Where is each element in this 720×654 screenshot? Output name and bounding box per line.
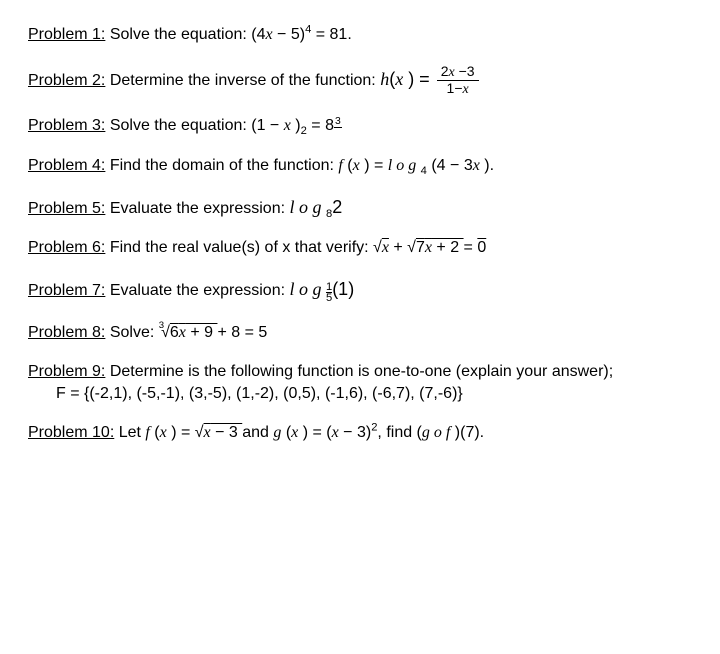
p7-text-a: Evaluate the expression:	[105, 282, 289, 299]
p8-root-idx: 3	[159, 320, 164, 331]
problem-5: Problem 5: Evaluate the expression: l o …	[28, 195, 692, 220]
p10-rad-b: − 3	[211, 424, 243, 441]
p3-exp: 3	[334, 117, 342, 127]
p3-exp-num: 3	[334, 117, 342, 127]
p6-rad: 7x + 2	[416, 239, 464, 256]
p10-text-i: )(7).	[450, 424, 484, 441]
p10-text-d: and	[242, 424, 273, 441]
p6-rad-b: + 2	[432, 239, 464, 256]
p10-rad: x − 3	[204, 424, 243, 441]
problem-8: Problem 8: Solve: 3√6x + 9 + 8 = 5	[28, 322, 692, 344]
p4-text-e: ).	[480, 157, 494, 174]
p5-text-a: Evaluate the expression:	[105, 200, 289, 217]
p6-rad-a: 7	[416, 239, 425, 256]
p4-text-a: Find the domain of the function:	[105, 157, 338, 174]
problem-6: Problem 6: Find the real value(s) of x t…	[28, 237, 692, 259]
p2-func: h	[380, 69, 389, 89]
problem-9-label: Problem 9:	[28, 363, 105, 380]
p3-var: x	[284, 117, 291, 134]
p3-text-c: = 8	[307, 117, 334, 134]
problem-7: Problem 7: Evaluate the expression: l o …	[28, 277, 692, 304]
problem-9: Problem 9: Determine is the following fu…	[28, 361, 692, 404]
p6-var: x	[382, 239, 389, 256]
p7-log: l o g	[289, 279, 321, 299]
p6-text-a: Find the real value(s) of x that verify:…	[105, 239, 381, 256]
problem-2: Problem 2: Determine the inverse of the …	[28, 64, 692, 98]
problem-4: Problem 4: Find the domain of the functi…	[28, 155, 692, 177]
p10-var1: x	[160, 424, 167, 441]
p2-num-b: −3	[455, 63, 475, 79]
p7-arg: (1)	[332, 279, 354, 299]
p5-text-b: 2	[332, 197, 342, 217]
p1-text-c: = 81.	[311, 26, 351, 43]
p4-var2: x	[473, 157, 480, 174]
p8-rad-var: x	[179, 324, 186, 341]
p10-text-f: ) = (	[298, 424, 331, 441]
p9-text-a: Determine is the following function is o…	[105, 363, 613, 380]
p10-text-c: ) = √	[167, 424, 204, 441]
p4-var: x	[353, 157, 360, 174]
p2-text-c: ) =	[403, 69, 435, 89]
p8-rad-b: + 9	[186, 324, 218, 341]
problem-3-label: Problem 3:	[28, 117, 105, 134]
p4-text-b: (	[343, 157, 353, 174]
p2-var: x	[395, 69, 403, 89]
problem-3: Problem 3: Solve the equation: (1 − x )2…	[28, 115, 692, 137]
problem-2-label: Problem 2:	[28, 72, 105, 89]
problem-1-label: Problem 1:	[28, 26, 105, 43]
p10-text-g: − 3)	[339, 424, 371, 441]
p10-g2: g	[422, 424, 430, 441]
problem-10: Problem 10: Let f (x ) = √x − 3 and g (x…	[28, 422, 692, 444]
p10-text-a: Let	[114, 424, 145, 441]
p6-rad2: 0	[477, 239, 486, 256]
p8-rad: 6x + 9	[170, 324, 218, 341]
p8-text-a: Solve:	[105, 324, 158, 341]
p1-var: x	[265, 26, 272, 43]
p8-rad-a: 6	[170, 324, 179, 341]
p10-var3: x	[332, 424, 339, 441]
p1-text-b: − 5)	[273, 26, 305, 43]
problem-1: Problem 1: Solve the equation: (4x − 5)4…	[28, 24, 692, 46]
p2-text-a: Determine the inverse of the function:	[105, 72, 380, 89]
p3-text-b: )	[291, 117, 301, 134]
p2-frac: 2x −31−x	[437, 64, 479, 98]
p4-text-c: ) =	[360, 157, 388, 174]
p4-text-d: (4 − 3	[427, 157, 473, 174]
p2-den-var: x	[463, 82, 469, 97]
p4-log: l o g	[388, 157, 416, 174]
p6-rad-var: x	[425, 239, 432, 256]
p8-text-b: + 8 = 5	[217, 324, 267, 341]
problem-6-label: Problem 6:	[28, 239, 105, 256]
p3-text-a: Solve the equation: (1 −	[105, 117, 283, 134]
p10-text-e: (	[281, 424, 291, 441]
problem-10-label: Problem 10:	[28, 424, 114, 441]
p5-log: l o g	[289, 197, 321, 217]
p1-text-a: Solve the equation: (4	[105, 26, 265, 43]
problem-4-label: Problem 4:	[28, 157, 105, 174]
p6-text-b: + √	[389, 239, 416, 256]
p2-num-a: 2	[441, 63, 449, 79]
problem-5-label: Problem 5:	[28, 200, 105, 217]
p9-set: F = {(-2,1), (-5,-1), (3,-5), (1,-2), (0…	[28, 383, 692, 405]
p10-circ: o	[430, 424, 446, 441]
p2-den-a: 1−	[447, 80, 463, 96]
problem-8-label: Problem 8:	[28, 324, 105, 341]
p10-rad-var: x	[204, 424, 211, 441]
p6-text-c: =	[464, 239, 478, 256]
p10-text-b: (	[150, 424, 160, 441]
problem-7-label: Problem 7:	[28, 282, 105, 299]
p10-text-h: , find (	[377, 424, 421, 441]
